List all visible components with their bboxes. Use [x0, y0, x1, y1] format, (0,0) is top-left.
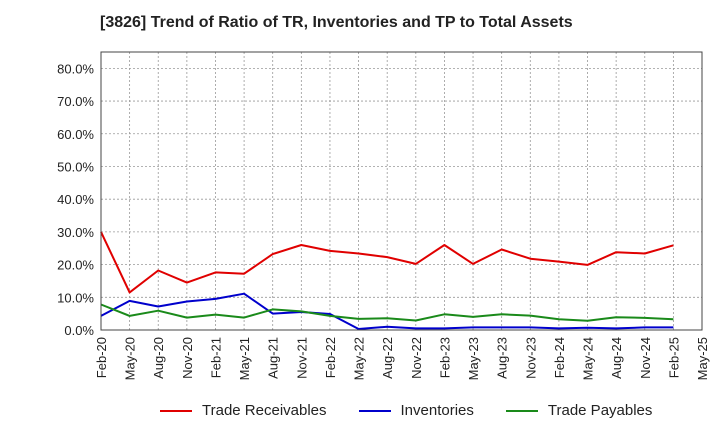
- y-tick-label: 80.0%: [57, 61, 94, 76]
- x-tick-label: May-23: [466, 337, 481, 380]
- x-tick-label: Feb-25: [666, 337, 681, 378]
- x-tick-label: Feb-20: [94, 337, 109, 378]
- y-tick-label: 0.0%: [64, 323, 94, 338]
- x-tick-label: Feb-24: [552, 337, 567, 378]
- y-tick-label: 40.0%: [57, 192, 94, 207]
- y-tick-label: 20.0%: [57, 258, 94, 273]
- x-tick-label: Nov-23: [523, 337, 538, 379]
- x-tick-label: May-24: [581, 337, 596, 380]
- series-line-1: [100, 292, 674, 330]
- x-tick-label: Aug-23: [495, 337, 510, 379]
- legend-label: Trade Payables: [547, 402, 653, 419]
- legend-label: Trade Receivables: [202, 402, 327, 419]
- legend-item: Trade Payables: [505, 402, 653, 419]
- y-tick-label: 60.0%: [57, 127, 94, 142]
- x-tick-label: May-25: [695, 337, 710, 380]
- chart-title: [3826] Trend of Ratio of TR, Inventories…: [100, 14, 573, 31]
- legend-item: Inventories: [358, 402, 474, 419]
- x-tick-label: May-22: [352, 337, 367, 380]
- series-line-2: [100, 303, 674, 322]
- x-tick-label: Feb-23: [437, 337, 452, 378]
- y-tick-label: 30.0%: [57, 225, 94, 240]
- y-tick-label: 70.0%: [57, 94, 94, 109]
- legend-swatch: [358, 409, 391, 412]
- x-tick-label: Aug-24: [609, 337, 624, 379]
- x-tick-label: Nov-22: [409, 337, 424, 379]
- x-tick-label: Feb-22: [323, 337, 338, 378]
- legend: Trade Receivables Inventories Trade Payabl…: [160, 402, 684, 419]
- plot-frame: [100, 51, 703, 331]
- y-axis: 0.0% 10.0% 20.0% 30.0% 40.0% 50.0% 60.0% 70.0% 8…: [57, 61, 94, 338]
- x-tick-label: Aug-21: [266, 337, 281, 379]
- grid-layer: [100, 52, 703, 331]
- x-axis: Feb-20 May-20 Aug-20 Nov-20 Feb-21 May-21 Aug-…: [94, 337, 710, 380]
- x-tick-label: Nov-20: [180, 337, 195, 379]
- x-tick-label: Nov-21: [294, 337, 309, 379]
- x-tick-label: May-21: [237, 337, 252, 380]
- series-layer: [100, 231, 674, 330]
- legend-swatch: [505, 409, 538, 412]
- legend-label: Inventories: [400, 402, 474, 419]
- y-tick-label: 10.0%: [57, 290, 94, 305]
- x-tick-label: May-20: [123, 337, 138, 380]
- legend-item: Trade Receivables: [160, 402, 327, 419]
- y-tick-label: 50.0%: [57, 159, 94, 174]
- x-tick-label: Nov-24: [638, 337, 653, 379]
- series-line-0: [100, 231, 674, 294]
- x-tick-label: Aug-20: [151, 337, 166, 379]
- legend-swatch: [160, 409, 192, 412]
- x-tick-label: Aug-22: [380, 337, 395, 379]
- x-tick-label: Feb-21: [208, 337, 223, 378]
